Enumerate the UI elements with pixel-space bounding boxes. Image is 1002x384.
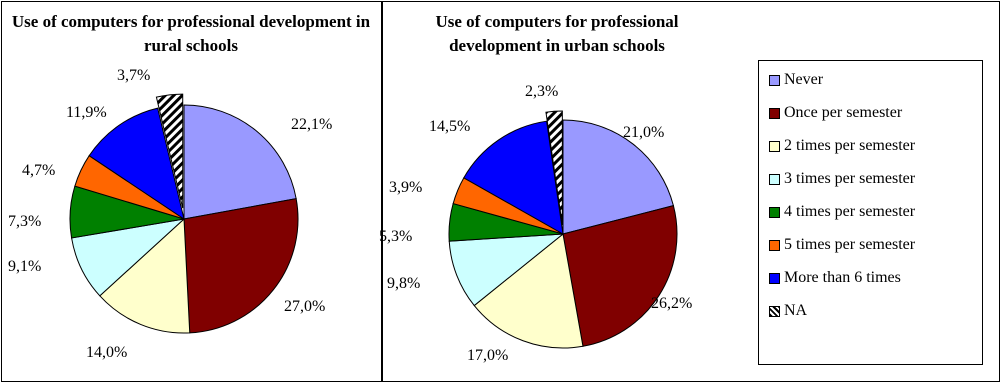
data-label: 21,0% [623, 124, 664, 141]
urban-chart-panel: Use of computers for professional develo… [379, 1, 1000, 382]
data-label: 17,0% [467, 347, 508, 364]
legend-label: 2 times per semester [784, 137, 916, 154]
legend-label: Never [784, 71, 824, 88]
data-label: 14,5% [429, 118, 470, 135]
data-label: 27,0% [284, 298, 325, 315]
legend-label: 4 times per semester [784, 203, 916, 220]
rural-chart-panel: Use of computers for professional develo… [1, 1, 382, 382]
data-label: 14,0% [86, 344, 127, 361]
pie-slice-2-times-per-semester [473, 233, 584, 349]
legend-swatch [769, 140, 780, 152]
legend-label: NA [784, 302, 808, 319]
rural-pie-chart: 22,1% 27,0% 14,0% 9,1% 7,3% 4,7% 11,9% 3,7% [8, 67, 332, 361]
legend-swatch [769, 239, 780, 251]
legend-label: Once per semester [784, 104, 903, 121]
data-label: 3,7% [117, 67, 150, 84]
pie-slice-2-times-per-semester [99, 217, 191, 334]
data-label: 22,1% [291, 116, 332, 133]
data-label: 5,3% [379, 228, 412, 245]
pie-slice-once-per-semester [183, 198, 299, 334]
legend-label: More than 6 times [784, 269, 901, 286]
data-label: 9,8% [387, 275, 420, 292]
legend-swatch [769, 74, 780, 86]
data-label: 11,9% [66, 104, 107, 121]
legend-label: 3 times per semester [784, 170, 916, 187]
legend-item-na: NA [769, 301, 807, 321]
legend-item-3-times: 3 times per semester [769, 169, 915, 189]
legend-swatch [769, 107, 780, 119]
legend-swatch [769, 173, 780, 185]
legend-swatch [769, 272, 780, 284]
data-label: 26,2% [651, 295, 692, 312]
legend-item-once: Once per semester [769, 103, 902, 123]
data-label: 9,1% [8, 258, 41, 275]
legend-item-2-times: 2 times per semester [769, 136, 915, 156]
legend-item-5-times: 5 times per semester [769, 235, 915, 255]
data-label: 7,3% [8, 213, 41, 230]
urban-chart-title: Use of computers for professional develo… [435, 12, 679, 55]
legend-item-4-times: 4 times per semester [769, 202, 915, 222]
pie-slice-na [545, 110, 563, 226]
chart-legend: Never Once per semester 2 times per seme… [758, 60, 983, 365]
legend-swatch [769, 305, 780, 317]
pie-slice-more-than-6-times [463, 120, 564, 235]
data-label: 2,3% [525, 83, 558, 100]
data-label: 4,7% [22, 162, 55, 179]
urban-pie-chart: 21,0% 26,2% 17,0% 9,8% 5,3% 3,9% 14,5% 2,3% [379, 83, 692, 364]
legend-item-more-than-6: More than 6 times [769, 268, 901, 288]
pie-slice-once-per-semester [562, 205, 678, 347]
pie-slice-na [155, 93, 184, 209]
legend-label: 5 times per semester [784, 236, 916, 253]
pie-slice-never [562, 119, 675, 235]
data-label: 3,9% [389, 179, 422, 196]
legend-item-never: Never [769, 70, 823, 90]
rural-chart-title: Use of computers for professional develo… [11, 12, 371, 55]
legend-swatch [769, 206, 780, 218]
pie-slice-more-than-6-times [88, 107, 185, 221]
pie-slice-never [183, 104, 297, 220]
